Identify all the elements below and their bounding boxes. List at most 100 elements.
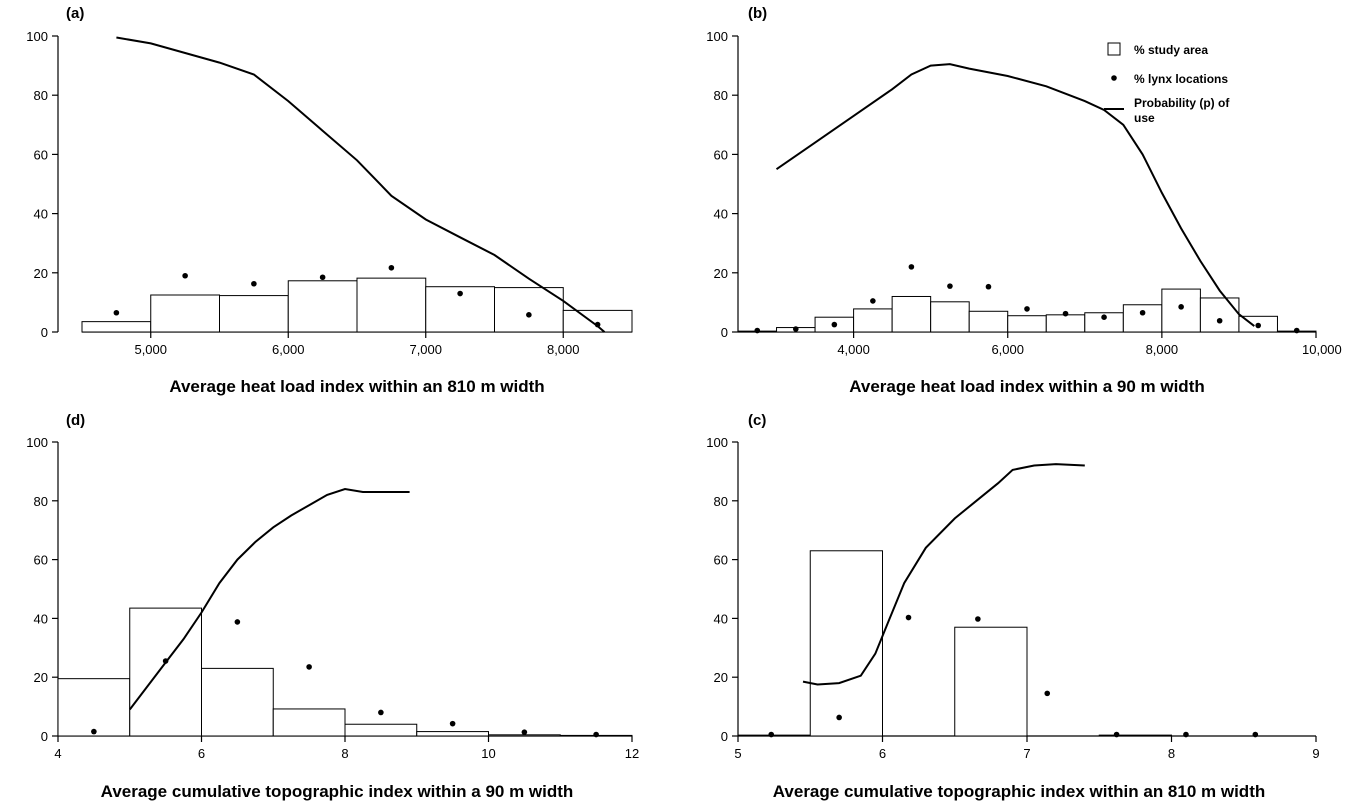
lynx-location-point <box>1216 317 1223 324</box>
study-area-bar <box>150 294 220 333</box>
y-tick-label: 20 <box>34 670 48 685</box>
lynx-location-point <box>594 321 601 328</box>
lynx-location-point <box>1113 731 1120 738</box>
lynx-location-point <box>182 272 188 279</box>
study-area-bar <box>81 321 152 333</box>
y-tick-label: 60 <box>34 553 48 568</box>
panel-label: (c) <box>748 412 766 429</box>
x-tick-label: 4 <box>54 746 61 761</box>
study-area-bar <box>809 550 883 737</box>
probability-curve <box>775 63 1255 327</box>
y-tick-label: 0 <box>41 325 48 340</box>
lynx-location-point <box>768 731 775 738</box>
lynx-location-point <box>378 709 384 716</box>
lynx-location-point <box>870 298 876 304</box>
chart-panel-2: 0 20 40 60 80 100 4,000 6,000 8,000 10,000 (b) Aver… <box>706 5 1341 396</box>
legend-label-lynx: % lynx locations <box>1134 72 1228 86</box>
study-area-bar <box>891 295 932 333</box>
x-tick-label: 8 <box>341 746 348 761</box>
x-tick-label: 9 <box>1312 746 1319 761</box>
study-area-bar <box>1045 314 1086 333</box>
y-tick-label: 100 <box>26 29 48 44</box>
lynx-location-point <box>831 321 838 328</box>
y-tick-label: 60 <box>714 147 728 162</box>
probability-curve <box>116 36 606 333</box>
lynx-location-point <box>319 274 326 281</box>
lynx-location-point <box>1044 690 1051 697</box>
lynx-location-point <box>947 283 953 289</box>
x-tick-label: 6 <box>879 746 886 761</box>
lynx-location-point <box>836 714 842 721</box>
study-area-bar <box>494 287 564 333</box>
study-area-bar <box>930 301 970 333</box>
legend-swatch-lynx <box>1111 75 1117 81</box>
panel-label: (d) <box>66 412 85 429</box>
study-area-bar <box>737 734 811 737</box>
y-tick-label: 100 <box>26 435 48 450</box>
x-tick-label: 5,000 <box>134 342 167 357</box>
chart-panel-1: 0 20 40 60 80 100 5,000 6,000 7,000 8,000 (a) Avera… <box>26 5 633 396</box>
y-tick-label: 0 <box>41 729 48 744</box>
lynx-location-point <box>593 731 599 738</box>
x-tick-label: 10 <box>481 746 495 761</box>
study-area-bar <box>272 708 346 737</box>
x-axis-title: Average heat load index within an 810 m … <box>169 377 544 396</box>
study-area-bar <box>344 723 418 737</box>
lynx-location-point <box>1293 327 1300 334</box>
lynx-location-point <box>457 290 463 297</box>
x-tick-label: 7 <box>1023 746 1030 761</box>
y-tick-label: 80 <box>714 494 728 509</box>
lynx-location-point <box>162 658 169 664</box>
x-tick-label: 6 <box>198 746 205 761</box>
probability-curve <box>802 463 1085 686</box>
lynx-location-point <box>905 614 912 621</box>
y-tick-label: 80 <box>714 88 728 103</box>
x-axis-title: Average cumulative topographic index wit… <box>773 782 1265 801</box>
probability-curve <box>129 487 410 711</box>
x-tick-label: 6,000 <box>272 342 305 357</box>
study-area-bar <box>853 308 893 333</box>
lynx-location-point <box>306 664 312 670</box>
x-tick-label: 8 <box>1168 746 1175 761</box>
chart-panel-4: 0 20 40 60 80 100 5 6 7 8 9 (c) Average cumulative t… <box>706 412 1319 801</box>
x-tick-label: 5 <box>734 746 741 761</box>
lynx-location-point <box>526 312 532 318</box>
x-tick-label: 7,000 <box>409 342 442 357</box>
lynx-location-point <box>1252 731 1259 738</box>
lynx-location-point <box>449 720 456 727</box>
chart-panel-3: 0 20 40 60 80 100 4 6 8 10 12 (d) Average cumulative… <box>26 412 639 801</box>
y-tick-label: 0 <box>721 325 728 340</box>
legend-label-probability: Probability (p) of use <box>1134 96 1230 125</box>
x-tick-label: 6,000 <box>991 342 1024 357</box>
lynx-location-point <box>388 264 395 271</box>
lynx-location-point <box>1255 322 1261 329</box>
study-area-bar <box>968 310 1009 333</box>
lynx-location-point <box>234 619 241 625</box>
panel-label: (b) <box>748 5 767 22</box>
legend-swatch-study-area <box>1107 42 1121 56</box>
x-axis-title: Average heat load index within a 90 m wi… <box>849 377 1205 396</box>
lynx-location-point <box>91 728 97 735</box>
y-tick-label: 40 <box>34 611 48 626</box>
y-tick-label: 20 <box>714 670 728 685</box>
study-area-bar <box>1007 315 1047 333</box>
legend-label-study-area: % study area <box>1134 43 1208 57</box>
y-tick-label: 60 <box>714 553 728 568</box>
study-area-bar <box>287 280 358 333</box>
x-axis-title: Average cumulative topographic index wit… <box>101 782 574 801</box>
lynx-location-point <box>1178 304 1184 310</box>
study-area-bar <box>1199 297 1240 333</box>
x-tick-label: 8,000 <box>547 342 580 357</box>
x-tick-label: 10,000 <box>1302 342 1342 357</box>
study-area-bar <box>416 731 489 737</box>
study-area-bar <box>954 626 1028 737</box>
y-tick-label: 20 <box>34 266 48 281</box>
study-area-bar <box>201 667 274 737</box>
y-tick-label: 40 <box>714 611 728 626</box>
study-area-bar <box>1122 304 1163 333</box>
y-tick-label: 80 <box>34 494 48 509</box>
lynx-location-point <box>1139 309 1146 316</box>
lynx-location-point <box>251 280 257 287</box>
study-area-bar <box>1098 734 1172 737</box>
